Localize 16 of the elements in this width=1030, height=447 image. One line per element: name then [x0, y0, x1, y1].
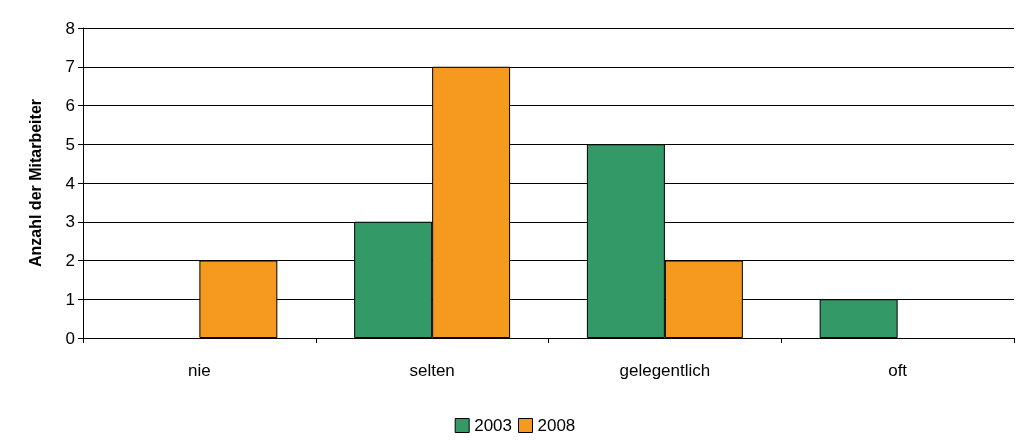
legend-label: 2008: [537, 416, 576, 435]
y-tick-label: 6: [65, 96, 75, 115]
y-axis-title: Anzahl der Mitarbeiter: [26, 98, 44, 268]
x-tick-label: gelegentlich: [619, 361, 711, 380]
y-tick-label: 3: [65, 212, 75, 232]
y-tick-label: 0: [65, 328, 75, 348]
legend-label: 2003: [474, 416, 513, 435]
x-tick-label: nie: [188, 361, 211, 380]
x-tick-label: selten: [409, 361, 455, 380]
y-tick-label: 8: [65, 18, 75, 38]
y-tick-label: 5: [65, 134, 75, 154]
y-tick-label: 2: [65, 251, 75, 270]
y-tick-label: 7: [65, 57, 75, 77]
y-tick-label: 1: [65, 289, 75, 309]
x-tick-label: oft: [888, 361, 908, 380]
y-tick-label: 4: [65, 173, 75, 193]
